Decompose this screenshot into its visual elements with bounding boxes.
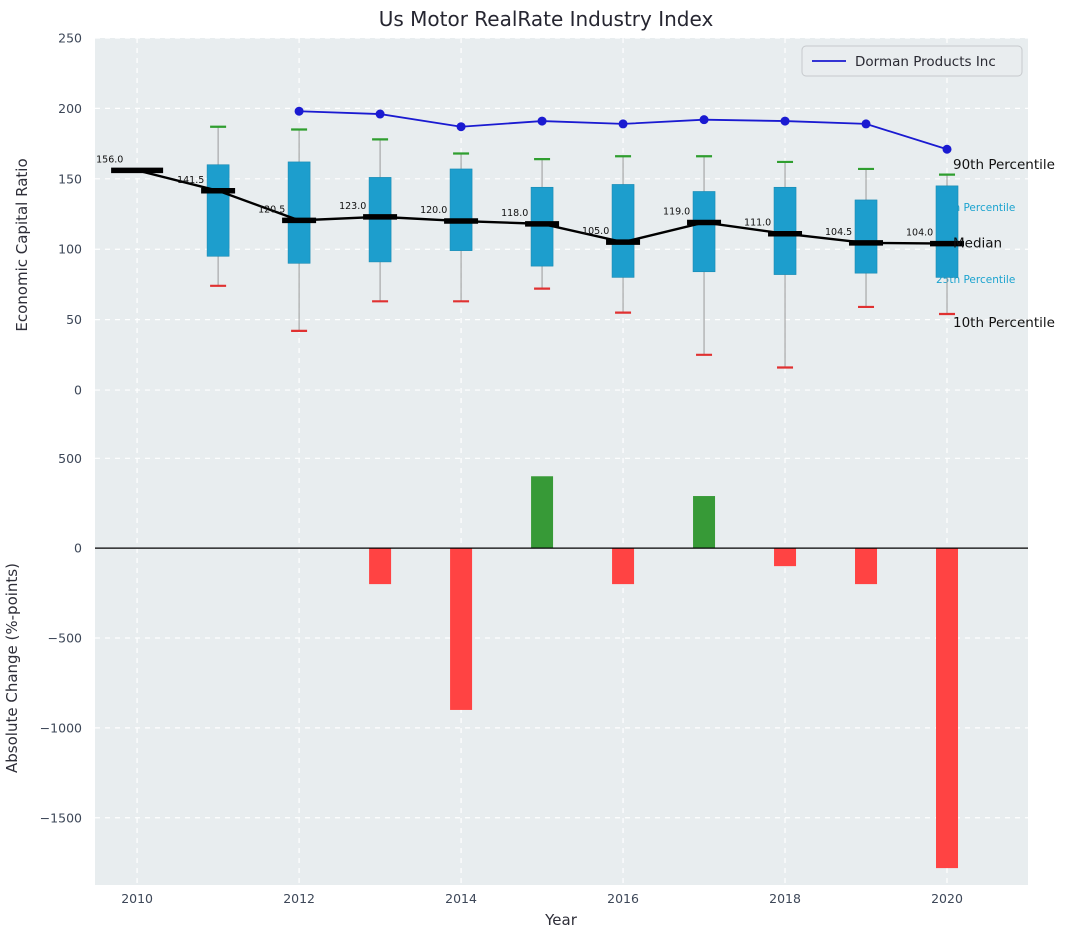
- ytick-label-top: 50: [66, 312, 82, 327]
- iqr-box: [854, 199, 878, 274]
- median-value-label: 104.5: [825, 227, 852, 238]
- iqr-box: [773, 186, 797, 275]
- ytick-label-top: 100: [58, 242, 82, 257]
- ytick-label-bottom: −1000: [40, 720, 82, 735]
- ytick-label-bottom: 500: [58, 451, 82, 466]
- change-bar: [774, 548, 797, 567]
- ytick-label-bottom: −1500: [40, 810, 82, 825]
- iqr-box: [449, 168, 473, 251]
- percentile-annotation: Median: [953, 235, 1002, 251]
- percentile-annotation: 90th Percentile: [953, 157, 1055, 173]
- company-marker: [942, 144, 952, 154]
- change-bar: [936, 548, 959, 869]
- company-marker: [537, 116, 547, 126]
- xlabel: Year: [544, 911, 578, 929]
- median-value-label: 123.0: [339, 201, 366, 212]
- plot-layers: 0 50 100 150 200 250 500 0 −500 −1000 −1500 2010 201…: [40, 31, 1055, 907]
- company-marker: [456, 122, 466, 132]
- xtick-label: 2014: [445, 891, 477, 906]
- median-value-label: 120.0: [420, 205, 447, 216]
- xtick-label: 2020: [931, 891, 963, 906]
- ytick-label-top: 150: [58, 171, 82, 186]
- ylabel-top: Economic Capital Ratio: [13, 158, 31, 331]
- boxes: [206, 161, 959, 278]
- ylabel-bottom: Absolute Change (%-points): [3, 563, 21, 773]
- legend-label: Dorman Products Inc: [855, 54, 996, 70]
- iqr-box: [368, 177, 392, 263]
- median-value-label: 141.5: [177, 175, 204, 186]
- median-segments: 156.0 141.5 120.5 123.0 120.0 118.0 105.0 119.0…: [96, 154, 965, 247]
- iqr-box: [206, 164, 230, 257]
- company-marker: [375, 109, 385, 119]
- ytick-label-top: 200: [58, 101, 82, 116]
- change-bar: [612, 548, 635, 585]
- ytick-label-top: 0: [74, 383, 82, 398]
- iqr-box: [611, 184, 635, 278]
- change-bar: [855, 548, 878, 585]
- change-bar: [531, 476, 554, 549]
- change-bar: [693, 496, 716, 549]
- xtick-label: 2016: [607, 891, 639, 906]
- company-marker: [699, 115, 709, 125]
- legend-box: [801, 45, 1023, 77]
- median-value-label: 104.0: [906, 228, 933, 239]
- median-value-label: 105.0: [582, 226, 609, 237]
- median-value-label: 119.0: [663, 206, 690, 217]
- xtick-label: 2018: [769, 891, 801, 906]
- change-bars: [369, 476, 959, 869]
- ytick-label-bottom: 0: [74, 541, 82, 556]
- ytick-label-bottom: −500: [48, 631, 82, 646]
- iqr-box: [287, 161, 311, 264]
- median-value-label: 120.5: [258, 204, 285, 215]
- iqr-box: [935, 185, 959, 278]
- company-marker: [618, 119, 628, 129]
- plot-background: [95, 38, 1028, 885]
- company-marker: [780, 116, 790, 126]
- company-marker: [294, 106, 304, 116]
- legend: Dorman Products Inc: [801, 45, 1023, 77]
- change-bar: [450, 548, 473, 710]
- ytick-label-top: 250: [58, 31, 82, 46]
- median-value-label: 156.0: [96, 154, 123, 165]
- xtick-label: 2012: [283, 891, 315, 906]
- chart-title: Us Motor RealRate Industry Index: [379, 7, 714, 31]
- median-value-label: 111.0: [744, 218, 771, 229]
- median-value-label: 118.0: [501, 208, 528, 219]
- company-marker: [861, 119, 871, 129]
- xtick-label: 2010: [121, 891, 153, 906]
- tick-labels: 0 50 100 150 200 250 500 0 −500 −1000 −1500 2010 201…: [40, 31, 963, 907]
- iqr-box: [692, 191, 716, 273]
- percentile-annotation: 10th Percentile: [953, 315, 1055, 331]
- change-bar: [369, 548, 392, 585]
